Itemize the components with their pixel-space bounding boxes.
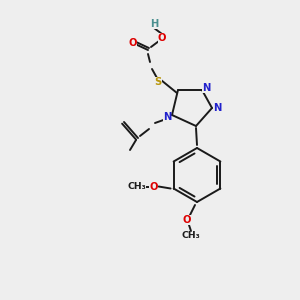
Text: N: N xyxy=(213,103,221,113)
Text: N: N xyxy=(202,83,210,93)
Text: O: O xyxy=(129,38,137,48)
Text: O: O xyxy=(183,215,191,225)
Text: CH₃: CH₃ xyxy=(182,232,200,241)
Text: O: O xyxy=(158,33,166,43)
Text: H: H xyxy=(150,19,158,29)
Text: CH₃: CH₃ xyxy=(127,182,146,191)
Text: S: S xyxy=(154,77,162,87)
Text: O: O xyxy=(149,182,158,191)
Text: N: N xyxy=(163,112,171,122)
